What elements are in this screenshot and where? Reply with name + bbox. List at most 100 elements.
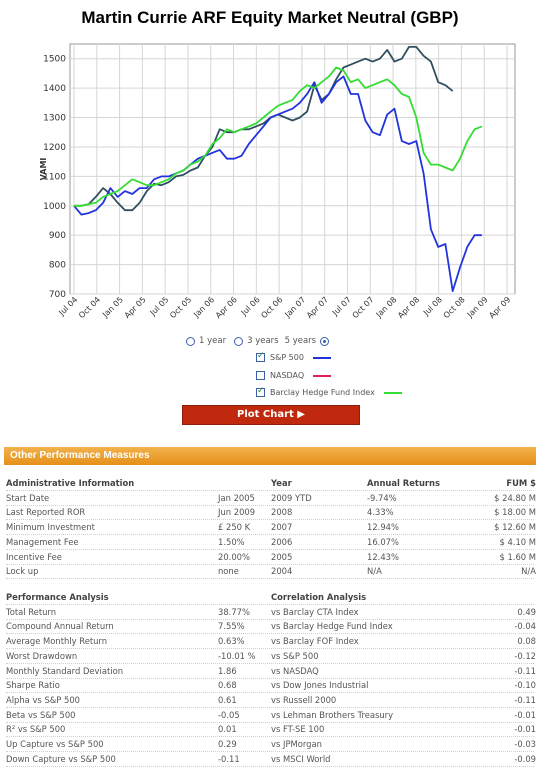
row-divider — [6, 721, 534, 723]
checkbox-nasdaq[interactable] — [256, 371, 265, 380]
x-tick-label: Apr 06 — [214, 295, 239, 320]
annual-return-value: -9.74% — [367, 492, 397, 503]
admin-label: Start Date — [6, 492, 50, 503]
legend-item-barclay: Barclay Hedge Fund Index — [256, 386, 402, 397]
x-tick-label: Apr 09 — [487, 295, 512, 320]
perf-value: 38.77% — [218, 606, 250, 617]
year-value: 2007 — [271, 522, 293, 533]
annual-return-value: 16.07% — [367, 536, 399, 547]
legend-swatch-barclay — [383, 391, 402, 394]
x-tick-label: Oct 04 — [77, 295, 102, 320]
annual-return-value: 12.43% — [367, 551, 399, 562]
legend-swatch-sp500 — [312, 356, 331, 359]
series-line-1 — [73, 75, 482, 293]
perf-value: 0.29 — [218, 739, 237, 749]
perf-value: 0.61 — [218, 694, 237, 705]
y-tick-label: 1200 — [43, 143, 66, 153]
x-tick-label: Jan 07 — [283, 295, 308, 320]
corr-label: vs NASDAQ — [271, 665, 319, 676]
admin-value: Jun 2009 — [218, 507, 256, 518]
x-tick-label: Jul 06 — [239, 295, 262, 318]
year-value: 2009 YTD — [271, 492, 312, 503]
admin-label: Incentive Fee — [6, 551, 62, 562]
corr-value: -0.10 — [514, 680, 536, 691]
row-divider — [6, 618, 534, 620]
radio-5years[interactable] — [320, 336, 330, 346]
row-divider — [6, 765, 534, 767]
corr-value: -0.09 — [514, 753, 536, 764]
legend-item-nasdaq: NASDAQ — [256, 371, 332, 380]
corr-label: vs JPMorgan — [271, 739, 322, 749]
corr-label: vs MSCI World — [271, 753, 331, 764]
x-tick-label: Apr 08 — [396, 295, 421, 320]
row-divider — [6, 563, 534, 565]
y-tick-label: 800 — [49, 261, 66, 271]
annual-return-value: 12.94% — [367, 522, 399, 533]
admin-label: Minimum Investment — [6, 522, 95, 533]
perf-value: 7.55% — [218, 621, 245, 632]
perf-label: Average Monthly Return — [6, 636, 108, 647]
fum-value: $ 18.00 M — [494, 507, 536, 518]
corr-label: vs S&P 500 — [271, 650, 319, 661]
perf-value: -10.01 % — [218, 650, 256, 661]
plot-chart-button[interactable]: Plot Chart ▶ — [182, 405, 360, 425]
radio-3years[interactable] — [234, 336, 244, 346]
series-line-2 — [74, 66, 483, 207]
row-divider — [6, 633, 534, 635]
row-divider — [6, 534, 534, 536]
x-tick-label: Oct 07 — [351, 295, 376, 320]
corr-value: -0.03 — [514, 739, 536, 749]
checkbox-barclay[interactable] — [256, 386, 265, 397]
row-divider — [6, 490, 534, 491]
series-line-0 — [74, 45, 454, 212]
row-divider — [6, 604, 534, 605]
corr-value: 0.08 — [517, 636, 536, 647]
x-tick-label: Oct 08 — [442, 295, 467, 320]
admin-title: Administrative Information — [6, 478, 135, 488]
row-divider — [6, 504, 534, 506]
row-divider — [6, 751, 534, 752]
annual-return-value: 4.33% — [367, 507, 394, 518]
perf-label: Worst Drawdown — [6, 650, 78, 661]
fum-value: $ 12.60 M — [494, 522, 536, 533]
corr-value: -0.12 — [514, 650, 536, 661]
corr-value: -0.11 — [514, 694, 536, 705]
admin-label: Lock up — [6, 566, 39, 577]
corr-label: vs Lehman Brothers Treasury — [271, 709, 394, 720]
radio-1year-label: 1 year — [199, 336, 227, 346]
y-tick-label: 700 — [49, 290, 66, 300]
corr-label: vs Russell 2000 — [271, 694, 337, 705]
x-tick-label: Jul 07 — [330, 295, 353, 318]
legend-label-sp500: S&P 500 — [270, 353, 304, 362]
perf-label: Alpha vs S&P 500 — [6, 694, 81, 705]
perf-value: 0.63% — [218, 636, 245, 647]
x-tick-label: Jan 08 — [374, 295, 399, 320]
perf-value: 0.01 — [218, 724, 237, 735]
y-tick-label: 1400 — [43, 84, 66, 94]
x-tick-label: Oct 05 — [168, 295, 193, 320]
corr-value: -0.04 — [514, 621, 536, 632]
y-tick-label: 1500 — [43, 55, 66, 65]
corr-value: -0.01 — [514, 724, 536, 735]
row-divider — [6, 692, 534, 694]
radio-1year[interactable] — [186, 336, 195, 346]
x-tick-label: Jul 05 — [148, 295, 171, 318]
legend-label-nasdaq: NASDAQ — [270, 371, 305, 380]
admin-value: Jan 2005 — [218, 492, 255, 503]
admin-value: 1.50% — [218, 536, 245, 547]
perf-label: Compound Annual Return — [6, 621, 114, 632]
year-value: 2006 — [271, 536, 293, 547]
fum-value: N/A — [521, 566, 536, 577]
perf-label: Total Return — [6, 606, 57, 617]
page-title: Martin Currie ARF Equity Market Neutral … — [81, 8, 459, 27]
admin-value: none — [218, 566, 239, 577]
corr-label: vs Barclay CTA Index — [271, 606, 359, 617]
perf-label: Monthly Standard Deviation — [6, 665, 124, 676]
checkbox-sp500[interactable] — [256, 351, 265, 362]
radio-5years-label: 5 years — [284, 336, 317, 346]
perf-label: Beta vs S&P 500 — [6, 709, 76, 720]
corr-label: vs Barclay FOF Index — [271, 636, 359, 647]
row-divider — [6, 677, 534, 679]
fum-value: $ 4.10 M — [499, 536, 536, 547]
perf-value: -0.11 — [218, 753, 240, 764]
